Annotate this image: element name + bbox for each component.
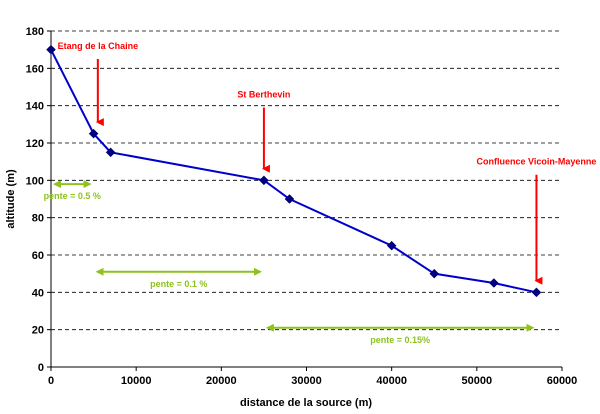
y-tick-label: 0 [38,362,44,374]
x-axis: 0 10000 20000 30000 40000 50000 60000 [48,366,578,387]
x-tick-label: 30000 [291,375,322,387]
annotation-label: Etang de la Chaine [58,41,139,51]
y-axis: 0 20 40 60 80 100 120 140 160 180 [26,26,52,374]
data-point [429,268,440,279]
series-line-layer [46,44,542,298]
x-tick-label: 20000 [206,375,237,387]
annotation-label: Confluence Vicoin-Mayenne [477,157,597,167]
annotation-label: St Berthevin [237,90,290,100]
x-tick-label: 0 [48,375,54,387]
x-tick-label: 60000 [547,375,578,387]
data-point [284,194,295,204]
data-point [46,44,56,55]
grid-lines [51,30,562,331]
x-tick-label: 40000 [376,375,407,387]
y-tick-label: 180 [26,26,44,38]
series-line [50,49,537,294]
data-point [259,175,269,186]
x-tick-label: 10000 [121,375,152,387]
data-point [489,278,499,288]
y-tick-label: 60 [32,250,44,262]
x-tick-label: 50000 [462,375,493,387]
data-point [386,240,397,251]
slope-label: pente = 0.15% [370,335,430,345]
y-tick-label: 140 [26,101,44,113]
y-tick-label: 160 [26,63,44,75]
x-axis-label: distance de la source (m) [240,397,372,409]
y-tick-label: 80 [32,213,44,225]
annotation-layer: Etang de la Chaine St Berthevin Confluence… [44,41,597,345]
y-tick-label: 100 [26,175,44,187]
data-point [88,128,99,139]
y-tick-label: 40 [32,287,44,299]
slope-label: pente = 0.1 % [150,279,207,289]
y-axis-label: altitude (m) [5,169,17,229]
y-tick-label: 120 [26,138,44,150]
slope-label: pente = 0.5 % [44,191,101,201]
data-point [105,147,116,158]
y-tick-label: 20 [32,325,44,337]
data-point [531,287,542,298]
